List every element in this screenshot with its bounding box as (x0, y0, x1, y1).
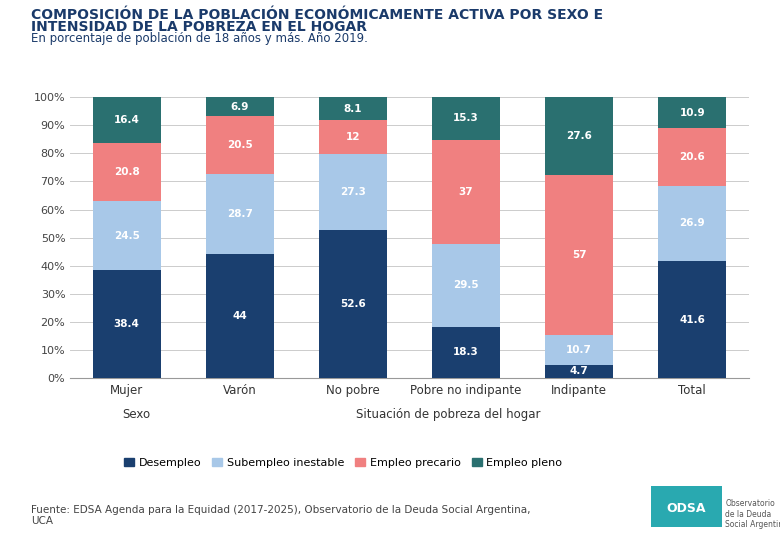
Bar (545, 97, 613, 175)
Bar (432, 244, 500, 327)
Text: 24.5: 24.5 (114, 231, 140, 241)
Bar (206, 116, 274, 174)
Text: 27.6: 27.6 (566, 131, 592, 141)
Text: Sexo: Sexo (122, 408, 151, 421)
Legend: Desempleo, Subempleo inestable, Empleo precario, Empleo pleno: Desempleo, Subempleo inestable, Empleo p… (120, 454, 566, 472)
Bar (658, 261, 726, 378)
Bar (93, 97, 161, 143)
Text: 27.3: 27.3 (340, 187, 366, 197)
Bar (93, 270, 161, 378)
Bar (658, 97, 726, 128)
Text: ODSA: ODSA (667, 502, 706, 515)
Bar (319, 154, 387, 230)
Bar (319, 120, 387, 154)
Bar (93, 143, 161, 201)
Bar (319, 230, 387, 378)
Text: 29.5: 29.5 (453, 280, 479, 290)
Text: 10.9: 10.9 (679, 107, 705, 118)
Text: 41.6: 41.6 (679, 315, 705, 325)
Text: 20.6: 20.6 (679, 152, 705, 161)
Text: 57: 57 (572, 249, 587, 260)
Bar (432, 140, 500, 244)
Bar (93, 201, 161, 270)
Text: 26.9: 26.9 (679, 218, 705, 228)
Bar (545, 365, 613, 378)
Bar (545, 335, 613, 365)
Text: 20.8: 20.8 (114, 167, 140, 177)
Text: Situación de pobreza del hogar: Situación de pobreza del hogar (356, 408, 541, 421)
Bar (319, 97, 387, 120)
Bar (206, 254, 274, 378)
Text: 37: 37 (459, 187, 473, 197)
Bar (206, 174, 274, 254)
Bar (206, 97, 274, 116)
Text: En porcentaje de población de 18 años y más. Año 2019.: En porcentaje de población de 18 años y … (31, 32, 368, 45)
Text: 28.7: 28.7 (227, 209, 253, 219)
Text: 10.7: 10.7 (566, 345, 592, 355)
Text: 6.9: 6.9 (231, 102, 249, 112)
Text: 44: 44 (232, 311, 247, 321)
Text: 12: 12 (346, 132, 360, 142)
Text: 20.5: 20.5 (227, 140, 253, 150)
Bar (545, 175, 613, 335)
Bar (658, 128, 726, 186)
Text: 8.1: 8.1 (344, 104, 362, 113)
Text: 15.3: 15.3 (453, 113, 479, 124)
Bar (432, 327, 500, 378)
Text: 4.7: 4.7 (569, 367, 589, 376)
Text: 18.3: 18.3 (453, 347, 479, 357)
Text: 52.6: 52.6 (340, 299, 366, 309)
Text: 38.4: 38.4 (114, 319, 140, 329)
Text: Observatorio
de la Deuda
Social Argentina: Observatorio de la Deuda Social Argentin… (725, 500, 780, 529)
Text: INTENSIDAD DE LA POBREZA EN EL HOGAR: INTENSIDAD DE LA POBREZA EN EL HOGAR (31, 20, 367, 34)
Text: COMPOSICIÓN DE LA POBLACIÓN ECONÓMICAMENTE ACTIVA POR SEXO E: COMPOSICIÓN DE LA POBLACIÓN ECONÓMICAMEN… (31, 8, 603, 22)
Text: Fuente: EDSA Agenda para la Equidad (2017-2025), Observatorio de la Deuda Social: Fuente: EDSA Agenda para la Equidad (201… (31, 505, 530, 526)
Text: 16.4: 16.4 (114, 115, 140, 125)
Bar (432, 97, 500, 140)
Bar (658, 186, 726, 261)
